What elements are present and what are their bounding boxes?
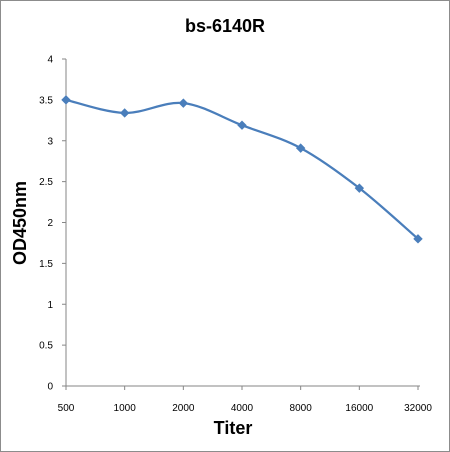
x-tick-label: 500 xyxy=(58,403,75,414)
y-tick-label: 1 xyxy=(47,300,53,311)
y-tick-label: 0.5 xyxy=(39,341,53,352)
y-tick-label: 2.5 xyxy=(39,177,53,188)
data-point xyxy=(413,234,423,244)
data-point xyxy=(237,120,247,130)
y-tick-label: 2 xyxy=(47,218,53,229)
y-tick-label: 0 xyxy=(47,382,53,393)
x-tick-label: 1000 xyxy=(114,403,137,414)
y-tick-label: 4 xyxy=(47,55,53,66)
data-point xyxy=(119,108,130,118)
data-point xyxy=(61,95,71,105)
y-tick-label: 1.5 xyxy=(39,259,53,270)
y-axis-label: OD450nm xyxy=(10,181,30,265)
data-point xyxy=(295,143,306,153)
x-tick-label: 2000 xyxy=(172,403,195,414)
data-point xyxy=(354,183,365,193)
x-tick-label: 16000 xyxy=(345,403,373,414)
x-tick-label: 32000 xyxy=(404,403,432,414)
x-tick-label: 4000 xyxy=(231,403,254,414)
y-tick-label: 3.5 xyxy=(39,95,53,106)
x-tick-label: 8000 xyxy=(290,403,313,414)
data-point xyxy=(178,98,189,108)
chart-title: bs-6140R xyxy=(185,16,265,36)
x-axis-label: Titer xyxy=(214,418,253,438)
y-tick-label: 3 xyxy=(47,136,53,147)
